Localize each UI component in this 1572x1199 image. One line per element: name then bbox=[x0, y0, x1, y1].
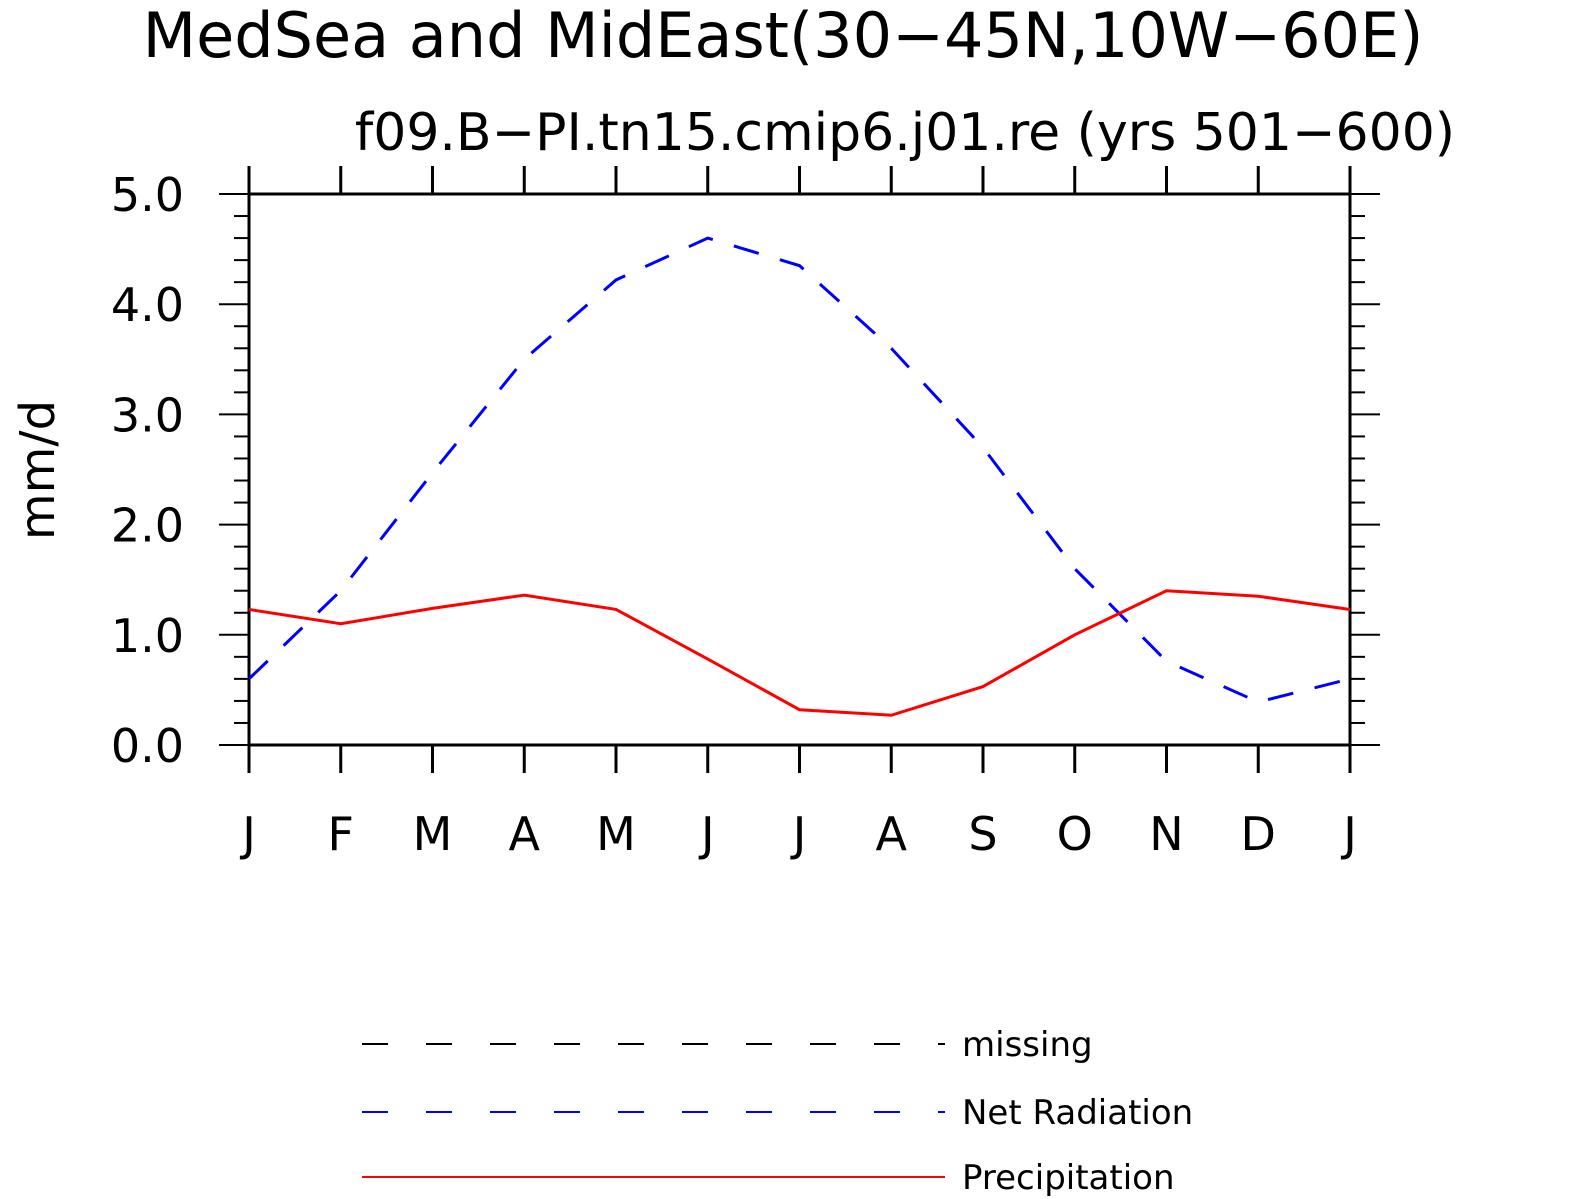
plot-axes: 0.0 1.0 2.0 3.0 4.0 5.0 J F M A M J J A S O N D J bbox=[111, 166, 1380, 861]
x-tick-label: D bbox=[1241, 807, 1276, 861]
x-tick-label: M bbox=[596, 807, 636, 861]
x-tick-label: J bbox=[1340, 807, 1357, 861]
y-tick-label: 5.0 bbox=[111, 168, 184, 222]
plot-frame bbox=[247, 192, 1352, 747]
y-tick-label: 0.0 bbox=[111, 719, 184, 773]
x-tick-label: J bbox=[239, 807, 256, 861]
legend: missing Net Radiation Precipitation bbox=[362, 1025, 1193, 1198]
series-line-net-radiation bbox=[247, 236, 1351, 704]
legend-label: Net Radiation bbox=[962, 1093, 1193, 1133]
legend-label: missing bbox=[962, 1025, 1093, 1065]
chart-title: MedSea and MidEast(30−45N,10W−60E) bbox=[143, 0, 1424, 72]
y-tick-label: 3.0 bbox=[111, 388, 184, 442]
x-tick-label: A bbox=[876, 807, 908, 861]
x-tick-label: S bbox=[968, 807, 997, 861]
y-axis-label: mm/d bbox=[10, 400, 66, 540]
chart-subtitle: f09.B−PI.tn15.cmip6.j01.re (yrs 501−600) bbox=[355, 103, 1455, 163]
x-tick-label: F bbox=[328, 807, 354, 861]
series-layer bbox=[247, 236, 1351, 717]
x-tick-label: O bbox=[1057, 807, 1093, 861]
y-tick-label: 1.0 bbox=[111, 609, 184, 663]
legend-label: Precipitation bbox=[962, 1158, 1175, 1198]
y-tick-label: 4.0 bbox=[111, 278, 184, 332]
y-tick-label: 2.0 bbox=[111, 499, 184, 553]
x-tick-label: M bbox=[413, 807, 453, 861]
x-tick-label: J bbox=[698, 807, 715, 861]
x-tick-label: N bbox=[1149, 807, 1183, 861]
x-tick-label: A bbox=[509, 807, 541, 861]
x-tick-label: J bbox=[790, 807, 807, 861]
series-line-precipitation bbox=[248, 589, 1351, 717]
